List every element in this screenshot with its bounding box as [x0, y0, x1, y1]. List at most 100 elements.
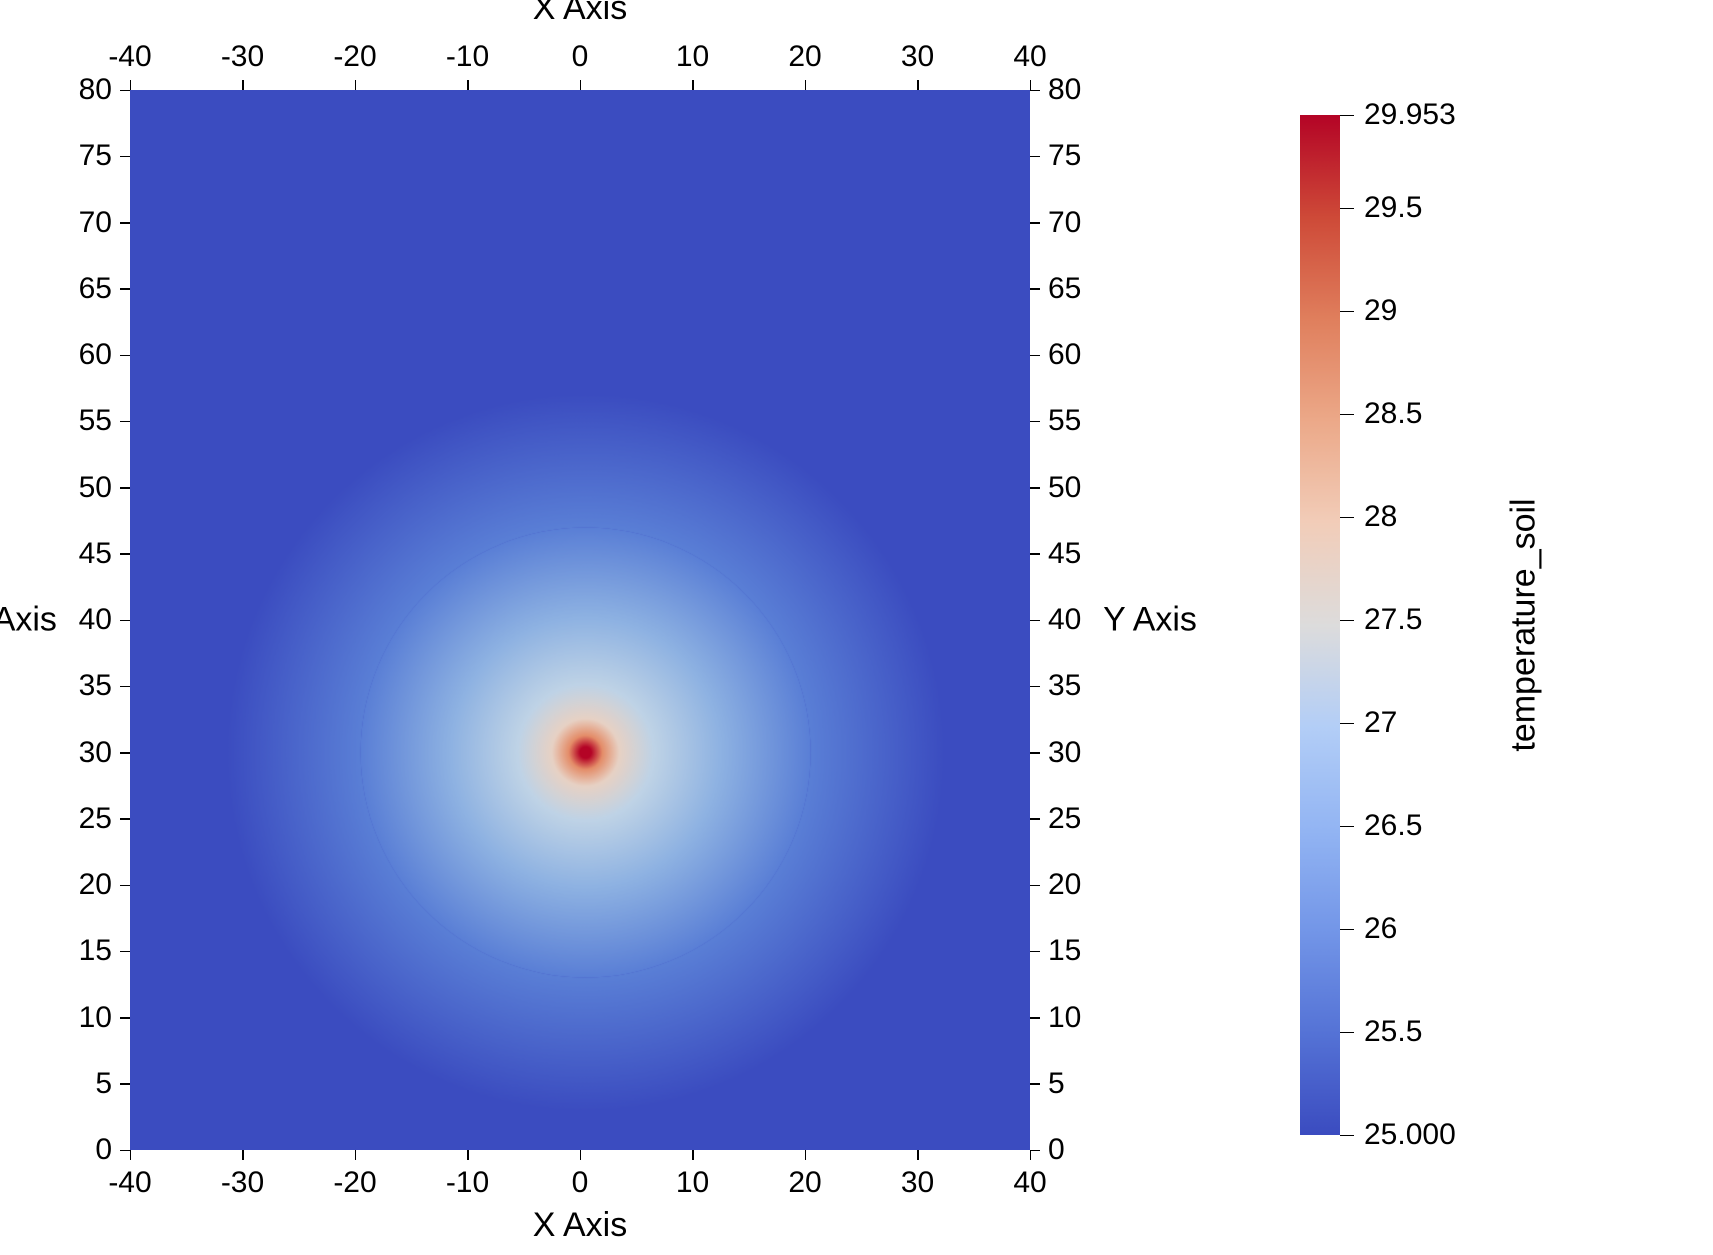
x-tick-label-bottom: -10 [446, 1166, 489, 1200]
x-tick-label-bottom: 30 [901, 1166, 934, 1200]
colorbar-tick-label: 29.953 [1364, 98, 1456, 132]
x-tick-mark-top [1030, 80, 1032, 90]
x-tick-mark-bottom [242, 1150, 244, 1160]
colorbar-tick-mark [1340, 311, 1354, 313]
y-tick-mark-left [120, 288, 130, 290]
y-tick-mark-right [1030, 1150, 1040, 1152]
colorbar-tick-mark [1340, 929, 1354, 931]
y-tick-label-left: 15 [79, 934, 112, 968]
y-tick-mark-left [120, 951, 130, 953]
x-tick-mark-top [467, 80, 469, 90]
y-tick-mark-right [1030, 951, 1040, 953]
colorbar-tick-mark [1340, 414, 1354, 416]
x-tick-label-bottom: 0 [572, 1166, 589, 1200]
x-tick-label-bottom: 40 [1013, 1166, 1046, 1200]
colorbar-tick-mark [1340, 208, 1354, 210]
colorbar-tick-mark [1340, 723, 1354, 725]
y-tick-label-right: 20 [1048, 868, 1081, 902]
x-tick-label-bottom: 20 [788, 1166, 821, 1200]
y-tick-mark-right [1030, 885, 1040, 887]
colorbar-tick-label: 25.000 [1364, 1118, 1456, 1152]
y-tick-label-right: 55 [1048, 404, 1081, 438]
colorbar [1300, 115, 1340, 1135]
y-tick-mark-left [120, 1017, 130, 1019]
x-tick-mark-top [692, 80, 694, 90]
y-tick-label-right: 10 [1048, 1001, 1081, 1035]
colorbar-tick-mark [1340, 517, 1354, 519]
x-tick-mark-bottom [467, 1150, 469, 1160]
colorbar-tick-label: 29 [1364, 294, 1397, 328]
heatmap-canvas [130, 90, 1030, 1150]
x-tick-label-top: 10 [676, 40, 709, 74]
x-tick-mark-top [242, 80, 244, 90]
y-tick-mark-right [1030, 620, 1040, 622]
y-tick-mark-left [120, 222, 130, 224]
x-tick-mark-top [917, 80, 919, 90]
colorbar-tick-mark [1340, 1032, 1354, 1034]
x-tick-mark-bottom [917, 1150, 919, 1160]
x-tick-label-top: 20 [788, 40, 821, 74]
y-tick-label-left: 10 [79, 1001, 112, 1035]
y-tick-mark-left [120, 487, 130, 489]
y-tick-label-right: 40 [1048, 603, 1081, 637]
y-tick-mark-right [1030, 686, 1040, 688]
y-tick-mark-right [1030, 752, 1040, 754]
y-tick-label-right: 30 [1048, 736, 1081, 770]
y-tick-mark-left [120, 752, 130, 754]
x-tick-label-top: 30 [901, 40, 934, 74]
y-tick-mark-right [1030, 553, 1040, 555]
x-tick-label-bottom: -40 [108, 1166, 151, 1200]
y-tick-mark-left [120, 156, 130, 158]
y-tick-label-left: 55 [79, 404, 112, 438]
figure-container: X Axis X Axis Y Axis Y Axis -40-40-30-30… [0, 0, 1713, 1255]
x-tick-label-top: -30 [221, 40, 264, 74]
y-tick-mark-left [120, 90, 130, 92]
colorbar-tick-label: 27.5 [1364, 603, 1422, 637]
x-tick-label-top: 40 [1013, 40, 1046, 74]
x-tick-mark-bottom [355, 1150, 357, 1160]
y-tick-mark-right [1030, 818, 1040, 820]
colorbar-tick-mark [1340, 826, 1354, 828]
y-tick-mark-left [120, 355, 130, 357]
y-tick-label-right: 50 [1048, 471, 1081, 505]
x-tick-label-bottom: -30 [221, 1166, 264, 1200]
y-tick-mark-left [120, 620, 130, 622]
x-tick-label-bottom: -20 [333, 1166, 376, 1200]
y-tick-mark-right [1030, 90, 1040, 92]
colorbar-tick-mark [1340, 115, 1354, 117]
y-tick-mark-right [1030, 156, 1040, 158]
x-tick-mark-bottom [692, 1150, 694, 1160]
colorbar-tick-mark [1340, 620, 1354, 622]
y-tick-label-left: 75 [79, 139, 112, 173]
y-tick-mark-left [120, 686, 130, 688]
y-tick-mark-left [120, 818, 130, 820]
x-tick-mark-bottom [805, 1150, 807, 1160]
colorbar-tick-label: 26.5 [1364, 809, 1422, 843]
y-tick-mark-left [120, 553, 130, 555]
y-tick-mark-right [1030, 421, 1040, 423]
colorbar-title: temperature_soil [1505, 498, 1544, 751]
x-axis-title-top: X Axis [533, 0, 627, 28]
x-tick-label-top: 0 [572, 40, 589, 74]
colorbar-tick-mark [1340, 1135, 1354, 1137]
y-tick-mark-right [1030, 355, 1040, 357]
y-tick-label-right: 15 [1048, 934, 1081, 968]
y-tick-mark-right [1030, 487, 1040, 489]
colorbar-tick-label: 28 [1364, 500, 1397, 534]
y-tick-label-left: 70 [79, 206, 112, 240]
y-tick-mark-left [120, 1150, 130, 1152]
x-tick-mark-bottom [1030, 1150, 1032, 1160]
y-tick-label-right: 65 [1048, 272, 1081, 306]
y-tick-label-right: 70 [1048, 206, 1081, 240]
y-tick-label-left: 40 [79, 603, 112, 637]
x-tick-mark-top [130, 80, 132, 90]
y-tick-label-left: 25 [79, 802, 112, 836]
x-tick-mark-bottom [580, 1150, 582, 1160]
y-tick-label-left: 60 [79, 338, 112, 372]
y-tick-label-left: 65 [79, 272, 112, 306]
y-tick-mark-right [1030, 1083, 1040, 1085]
y-axis-title-right: Y Axis [1103, 601, 1197, 640]
y-tick-label-left: 45 [79, 537, 112, 571]
y-tick-label-right: 75 [1048, 139, 1081, 173]
y-tick-label-right: 60 [1048, 338, 1081, 372]
